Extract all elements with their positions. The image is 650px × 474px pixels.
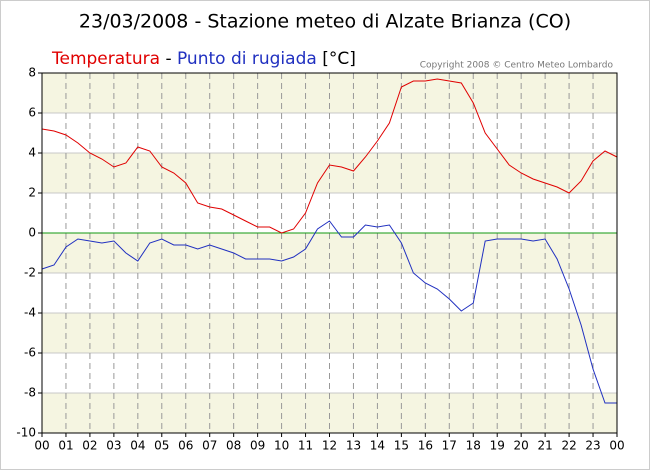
legend: Temperatura - Punto di rugiada [°C] — [51, 49, 356, 69]
x-tick-label: 13 — [346, 439, 361, 453]
x-tick-label: 21 — [537, 439, 552, 453]
x-tick-label: 02 — [82, 439, 97, 453]
legend-entry: Punto di rugiada — [177, 49, 317, 69]
x-tick-label: 06 — [178, 439, 193, 453]
plot-border — [41, 72, 618, 434]
copyright: Copyright 2008 © Centro Meteo Lombardo — [420, 61, 614, 71]
series-line — [41, 220, 617, 404]
x-tick-label: 08 — [226, 439, 241, 453]
x-tick-label: 19 — [490, 439, 505, 453]
x-tick-label: 10 — [274, 439, 289, 453]
x-tick-label: 14 — [370, 439, 385, 453]
x-tick-label: 20 — [514, 439, 529, 453]
y-tick-label: 6 — [28, 106, 36, 120]
legend-entry: Temperatura — [51, 49, 160, 69]
x-tick-label: 09 — [250, 439, 265, 453]
x-tick-label: 00 — [609, 439, 624, 453]
legend-separator: - — [165, 49, 171, 69]
x-tick-label: 18 — [466, 439, 481, 453]
x-tick-label: 16 — [418, 439, 433, 453]
y-tick-label: -6 — [24, 346, 36, 360]
x-tick-label: 15 — [394, 439, 409, 453]
y-tick-label: 2 — [28, 186, 36, 200]
x-tick-label: 17 — [442, 439, 457, 453]
x-tick-label: 01 — [58, 439, 73, 453]
series-line — [41, 78, 618, 234]
y-tick-label: -4 — [24, 306, 36, 320]
x-tick-label: 05 — [154, 439, 169, 453]
y-tick-label: -8 — [24, 386, 36, 400]
x-tick-label: 22 — [561, 439, 576, 453]
y-tick-label: -10 — [16, 426, 36, 440]
y-tick-label: -2 — [24, 266, 36, 280]
x-tick-label: 07 — [202, 439, 217, 453]
unit: [°C] — [322, 49, 356, 69]
x-tick-label: 04 — [130, 439, 145, 453]
chart-title: 23/03/2008 - Stazione meteo di Alzate Br… — [79, 11, 571, 33]
y-tick-label: 8 — [28, 66, 36, 80]
x-tick-label: 23 — [585, 439, 600, 453]
x-tick-label: 03 — [106, 439, 121, 453]
x-tick-label: 12 — [322, 439, 337, 453]
x-tick-label: 00 — [34, 439, 49, 453]
x-tick-label: 11 — [298, 439, 313, 453]
y-tick-label: 4 — [28, 146, 36, 160]
y-tick-label: 0 — [28, 226, 36, 240]
